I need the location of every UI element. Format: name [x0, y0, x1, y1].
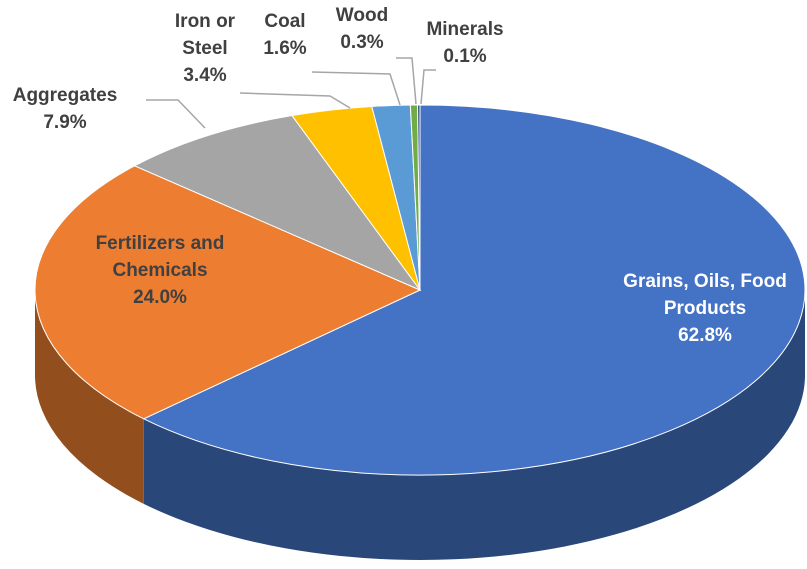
- slice-label: Wood 0.3%: [327, 2, 397, 56]
- slice-label: Grains, Oils, Food Products 62.8%: [620, 268, 790, 349]
- leader-line: [420, 69, 436, 105]
- category-label: Coal: [264, 11, 306, 32]
- slice-side: [143, 290, 805, 560]
- value-label: 0.3%: [340, 32, 384, 53]
- category-label: Minerals: [426, 19, 504, 40]
- slice-label: Fertilizers and Chemicals 24.0%: [75, 230, 245, 311]
- slice-side: [35, 290, 144, 504]
- category-label: Fertilizers and Chemicals: [95, 233, 225, 281]
- slice: [417, 104, 421, 291]
- leader-line: [396, 57, 417, 105]
- category-label: Iron or Steel: [174, 11, 236, 59]
- value-label: 3.4%: [183, 65, 227, 86]
- slice: [34, 165, 422, 420]
- slice: [133, 114, 422, 292]
- value-label: 7.9%: [43, 112, 87, 133]
- slice-label: Minerals 0.1%: [405, 16, 525, 70]
- pie-sides: [35, 290, 805, 560]
- slice: [142, 104, 806, 476]
- slice-label: Aggregates 7.9%: [0, 82, 135, 136]
- leader-line: [239, 92, 351, 109]
- pie-tops: [34, 104, 806, 476]
- category-label: Aggregates: [12, 85, 118, 106]
- leader-line: [146, 99, 206, 129]
- category-label: Grains, Oils, Food Products: [623, 271, 787, 319]
- category-label: Wood: [335, 5, 389, 26]
- slice-label: Iron or Steel 3.4%: [165, 8, 245, 89]
- value-label: 24.0%: [133, 287, 187, 308]
- value-label: 62.8%: [678, 325, 732, 346]
- slice-label: Coal 1.6%: [250, 8, 320, 62]
- value-label: 0.1%: [443, 46, 487, 67]
- value-label: 1.6%: [263, 38, 307, 59]
- leader-line: [311, 71, 401, 106]
